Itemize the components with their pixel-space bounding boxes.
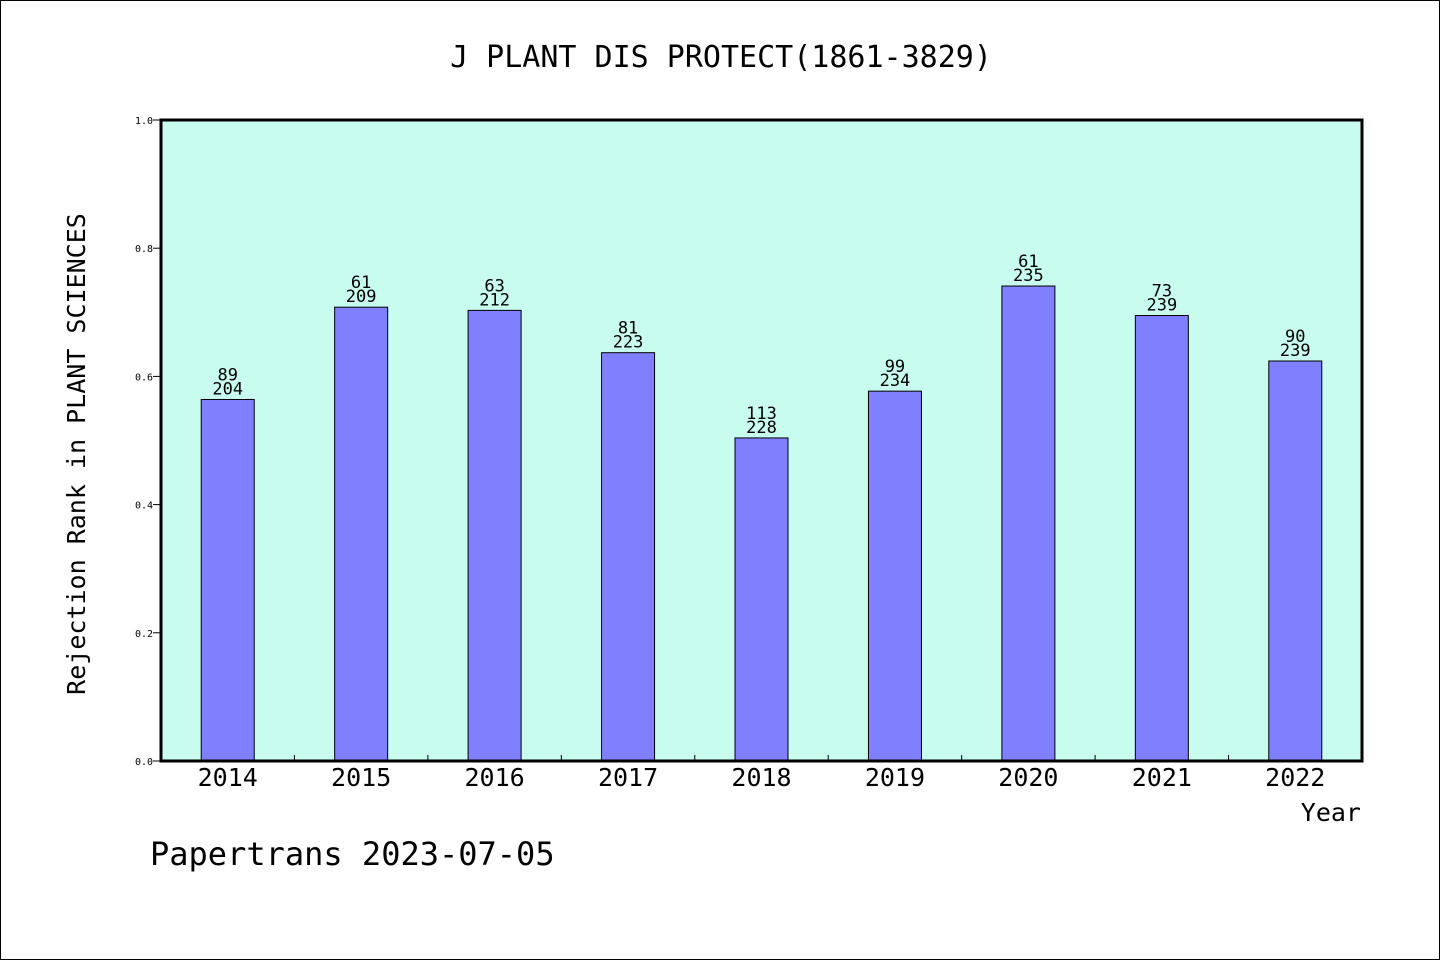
bar-rank-label: 61 [1018,252,1038,272]
bar-2022 [1268,360,1323,762]
bar-2016 [467,309,522,762]
bar-rank-label: 99 [885,357,905,377]
bar-total-label: 239 [1280,341,1311,361]
x-tick-label: 2021 [1132,763,1192,792]
x-tick-label: 2014 [198,763,258,792]
y-tick-label: 0.4 [135,501,153,512]
bar-total-label: 209 [346,287,377,307]
y-tick-label: 0.2 [135,629,153,640]
y-tick-label: 0.0 [135,757,153,768]
x-tick-label: 2016 [465,763,525,792]
x-tick-label: 2022 [1265,763,1325,792]
bar-total-label: 239 [1146,296,1177,316]
bar-2018 [734,437,789,762]
data-labels: 8920420146120920156321220168122320171132… [198,252,1326,792]
x-tick-label: 2019 [865,763,925,792]
x-tick-label: 2015 [331,763,391,792]
bars [200,285,1323,762]
bar-rank-label: 90 [1285,327,1305,347]
bar-total-label: 234 [880,371,911,391]
bar-rank-label: 61 [351,273,371,293]
footer-credit: Papertrans 2023-07-05 [150,835,555,873]
bar-rank-label: 73 [1152,282,1172,302]
bar-total-label: 204 [212,379,243,399]
x-axis-label: Year [1301,798,1361,827]
x-tick-label: 2017 [598,763,658,792]
y-tick-label: 0.8 [135,244,153,255]
bar-rank-label: 63 [484,276,504,296]
bar-2017 [601,352,656,762]
bar-2014 [200,398,255,762]
bar-total-label: 228 [746,418,777,438]
bar-total-label: 223 [613,333,644,353]
y-tick-label: 1.0 [135,116,153,127]
bar-2021 [1134,315,1189,762]
plot-frame [159,118,1364,763]
bar-2015 [334,306,389,762]
bar-rank-label: 89 [217,365,237,385]
x-tick-label: 2018 [731,763,791,792]
bar-total-label: 235 [1013,266,1044,286]
x-tick-label: 2020 [998,763,1058,792]
bar-2020 [1001,285,1056,762]
bar-rank-label: 113 [746,404,777,424]
bar-total-label: 212 [479,290,510,310]
bar-2019 [867,390,922,762]
chart-title: J PLANT DIS PROTECT(1861-3829) [450,40,992,75]
bar-rank-label: 81 [618,319,638,339]
y-axis-label: Rejection Rank in PLANT SCIENCES [62,213,91,695]
y-tick-label: 0.6 [135,372,153,383]
